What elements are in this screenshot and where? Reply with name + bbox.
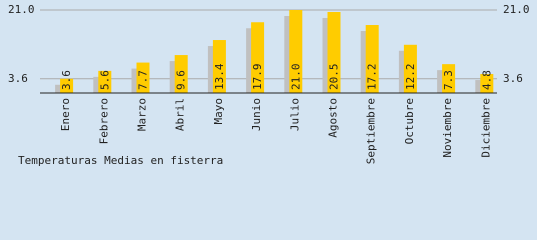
y-tick-label-right: 21.0 xyxy=(503,3,530,16)
value-label: 3.6 xyxy=(60,70,73,90)
bar xyxy=(289,10,303,93)
value-label: 12.2 xyxy=(404,64,417,91)
x-tick-label: Septiembre xyxy=(365,98,378,164)
value-label: 5.6 xyxy=(98,70,111,90)
x-tick-label: Julio xyxy=(288,98,301,131)
value-label: 17.9 xyxy=(251,64,264,91)
x-tick-label: Enero xyxy=(59,98,72,131)
y-tick-label: 21.0 xyxy=(8,3,35,16)
bar xyxy=(60,78,74,93)
x-tick-label: Octubre xyxy=(403,98,416,144)
value-label: 20.5 xyxy=(328,64,341,91)
value-label: 7.7 xyxy=(137,70,150,90)
value-label: 13.4 xyxy=(213,63,226,90)
y-tick-label: 3.6 xyxy=(8,72,28,85)
bar xyxy=(403,44,417,93)
bar xyxy=(480,74,494,93)
bar xyxy=(98,70,112,93)
y-tick-label-right: 3.6 xyxy=(503,72,523,85)
value-label: 4.8 xyxy=(480,70,493,90)
x-tick-label: Diciembre xyxy=(479,98,492,158)
x-tick-label: Marzo xyxy=(136,98,149,131)
background xyxy=(0,0,537,174)
chart-title: Temperaturas Medias en fisterra xyxy=(18,154,223,167)
bar xyxy=(136,62,150,93)
bar xyxy=(212,40,226,93)
x-tick-label: Junio xyxy=(250,98,263,131)
value-label: 17.2 xyxy=(366,64,379,91)
x-tick-label: Abril xyxy=(174,98,187,131)
bar xyxy=(365,25,379,94)
value-label: 7.3 xyxy=(442,70,455,90)
x-tick-label: Noviembre xyxy=(441,98,454,158)
bar xyxy=(251,22,265,93)
bar xyxy=(174,55,188,93)
chart: Temperaturas Medias en fisterra 3.6 3.6 21… xyxy=(0,0,537,174)
bar xyxy=(442,64,456,93)
bar xyxy=(327,11,341,94)
value-label: 21.0 xyxy=(289,64,302,91)
value-label: 9.6 xyxy=(175,70,188,90)
x-tick-label: Mayo xyxy=(212,98,225,125)
x-tick-label: Agosto xyxy=(327,98,340,138)
x-tick-label: Febrero xyxy=(97,98,110,144)
